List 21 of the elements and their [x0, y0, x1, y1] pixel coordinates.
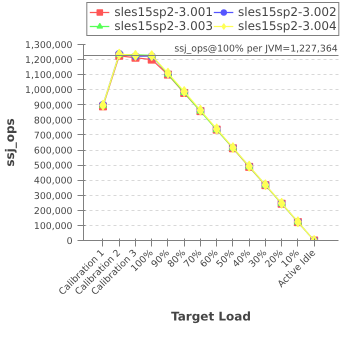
- x-axis-title: Target Load: [171, 309, 251, 324]
- y-tick-label: 600,000: [34, 146, 73, 157]
- y-tick-label: 700,000: [34, 130, 73, 142]
- y-axis-title: ssj_ops: [3, 118, 18, 167]
- legend-label: sles15sp2-3.002: [238, 5, 337, 19]
- y-tick-label: 100,000: [34, 220, 73, 232]
- y-tick-label: 300,000: [34, 190, 73, 202]
- y-tick-label: 0: [66, 236, 73, 247]
- y-tick-label: 1,000,000: [25, 85, 73, 96]
- legend-label: sles15sp2-3.003: [114, 19, 213, 33]
- y-tick-label: 400,000: [34, 176, 73, 187]
- y-tick-label: 1,200,000: [25, 55, 73, 66]
- legend-label: sles15sp2-3.004: [238, 19, 337, 33]
- ref-line-label: ssj_ops@100% per JVM=1,227,364: [174, 43, 338, 54]
- y-tick-label: 800,000: [34, 115, 73, 126]
- y-tick-label: 900,000: [34, 100, 73, 112]
- y-tick-label: 200,000: [34, 206, 73, 217]
- legend-label: sles15sp2-3.001: [114, 5, 213, 19]
- y-tick-label: 1,100,000: [25, 70, 73, 82]
- y-tick-label: 500,000: [34, 160, 73, 172]
- y-tick-label: 1,300,000: [25, 40, 73, 51]
